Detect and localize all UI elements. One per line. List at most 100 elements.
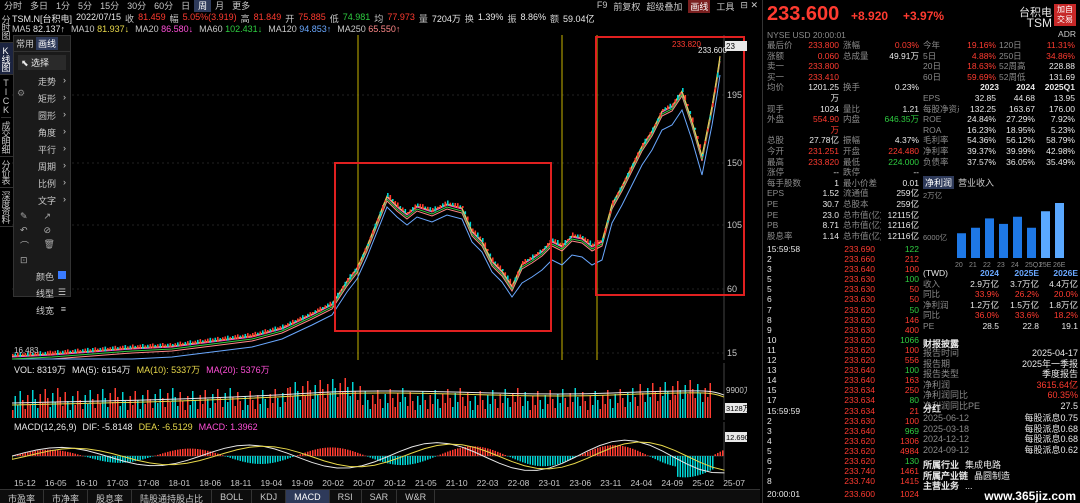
annotation-box[interactable] [595,36,745,296]
volume-bar [547,404,549,418]
indicator-tab-1[interactable]: 市净率 [44,490,89,503]
ma-value: 81.937↓ [97,24,130,34]
macd-bar [349,450,351,456]
indicator-tab-4[interactable]: BOLL [212,490,253,503]
indicator-tab-5[interactable]: KDJ [252,490,287,503]
view-tab-2[interactable]: TICK [1,75,11,118]
view-tab-5[interactable]: 深度资料 [0,188,13,227]
view-tab-3[interactable]: 成交明细 [0,118,13,157]
period-tab-10[interactable]: 更多 [232,1,251,11]
view-tab-4[interactable]: 分价表 [0,157,13,188]
lock-icon[interactable]: ⊡ [20,255,28,265]
drawing-tool-7[interactable]: 文字 › [14,192,70,209]
toolbar-action-3[interactable]: 画线 [688,0,711,13]
indicator-tab-7[interactable]: RSI [330,490,362,503]
magnet-icon[interactable]: ⌒ [20,241,30,251]
macd-bar [282,456,284,461]
period-tab-4[interactable]: 15分 [100,1,120,11]
candle [212,338,214,342]
tick-price: 233.640 [844,375,875,386]
drawing-tool-1[interactable]: 矩形 › [14,90,70,107]
period-tab-3[interactable]: 5分 [78,1,93,11]
financial-chart-tabs: 净利润 营业收入 [923,176,1078,189]
period-tab-7[interactable]: 日 [181,1,191,11]
pen-icon[interactable]: ✎ [20,211,28,221]
candle [289,321,292,326]
drawing-tool-2[interactable]: 圆形 › [14,107,70,124]
candle [444,201,447,207]
macd-bar [522,456,524,463]
profit-bar [999,223,1008,258]
drawing-tool-5[interactable]: 周期 › [14,158,70,175]
volume-bar [424,400,426,418]
candle [247,333,249,339]
candle [67,349,69,355]
volume-bar [359,386,361,418]
quote-key: 买一 [767,71,785,82]
period-tab-0[interactable]: 分时 [4,1,23,11]
kline-chart[interactable]: 19515010560152015/12/18-2025/07/02(499周)… [12,35,747,360]
annotation-box[interactable] [334,162,552,332]
candle [629,167,632,173]
toolbar-action-0[interactable]: F9 [596,0,608,10]
tab-drawline[interactable]: 画线 [36,37,59,50]
toolbar-action-4[interactable]: 工具 [716,2,735,12]
period-tab-1[interactable]: 多日 [30,1,49,11]
candle [619,187,622,192]
period-tab-2[interactable]: 1分 [56,1,71,11]
drawing-tool-6[interactable]: 比例 › [14,175,70,192]
candle [579,234,582,239]
linetype-option[interactable]: 线型 ☰ [14,285,70,302]
drawing-tool-3[interactable]: 角度 › [14,124,70,141]
macd-bar [352,451,354,456]
period-tab-8[interactable]: 周 [194,0,212,12]
forecast-table: (TWD) 2024 2025E 2026E 收入 2.9万亿 3.7万亿 4.4万亿 同比 33… [923,268,1078,332]
volume-bar [629,402,631,418]
tick-time: 2 [767,415,772,426]
volume-bar [17,405,19,418]
volume-bar [627,393,629,418]
linewidth-option[interactable]: 线宽 ≡ [14,302,70,319]
view-tab-0[interactable]: 分时图 [0,12,13,43]
toolbar-action-1[interactable]: 前复权 [613,2,641,12]
volume-bar [442,394,444,418]
drawing-settings-icon[interactable]: ⚙ [17,88,26,98]
candle [339,290,342,293]
indicator-tab-8[interactable]: SAR [362,490,398,503]
chevron-right-icon: › [63,75,66,85]
fin-tab-1[interactable]: 营业收入 [958,178,995,188]
arrow-icon[interactable]: ↗ [43,211,52,221]
macd-bar [234,456,236,460]
trash-icon[interactable]: 🗑 [43,239,55,249]
fin-tab-0[interactable]: 净利润 [923,176,955,189]
drawing-tool-4[interactable]: 平行 › [14,141,70,158]
tick-list[interactable]: 15:59:58 233.690 122 2 233.660 212 3 233.640 100… [767,244,919,486]
select-tool-button[interactable]: ⬉ 选择 [18,55,66,70]
drawing-tool-0[interactable]: 走势 › [14,73,70,90]
quote-key: 涨额 [767,50,785,61]
ma250-line [12,60,721,360]
indicator-tab-6[interactable]: MACD [286,490,330,503]
window-controls-icon[interactable]: ⊟ ✕ [740,0,758,10]
view-tab-1[interactable]: K线图 [0,43,13,75]
hide-icon[interactable]: ⊘ [43,225,52,235]
period-tab-9[interactable]: 月 [215,1,225,11]
tick-time: 14 [767,375,777,386]
indicator-tab-3[interactable]: 陆股通持股占比 [132,490,213,503]
volume-bar [79,400,81,418]
undo-icon[interactable]: ↶ [20,225,28,235]
macd-bar [564,456,566,462]
color-option[interactable]: 颜色 [14,268,70,285]
toolbar-action-2[interactable]: 超级叠加 [646,2,683,12]
volume-bar [392,398,394,418]
indicator-tab-2[interactable]: 股息率 [88,490,133,503]
indicator-tab-9[interactable]: W&R [397,490,436,503]
period-tab-5[interactable]: 30分 [127,1,147,11]
trade-button[interactable]: 加自 交易 [1054,4,1076,26]
indicator-tab-0[interactable]: 市盈率 [0,490,45,503]
tab-common[interactable]: 常用 [16,39,35,49]
quote-value: 0.060 [817,50,839,61]
macd-chart[interactable]: 12.6906 [12,422,747,480]
volume-chart[interactable]: 9900万 3128万 [12,363,747,420]
period-tab-6[interactable]: 60分 [154,1,174,11]
